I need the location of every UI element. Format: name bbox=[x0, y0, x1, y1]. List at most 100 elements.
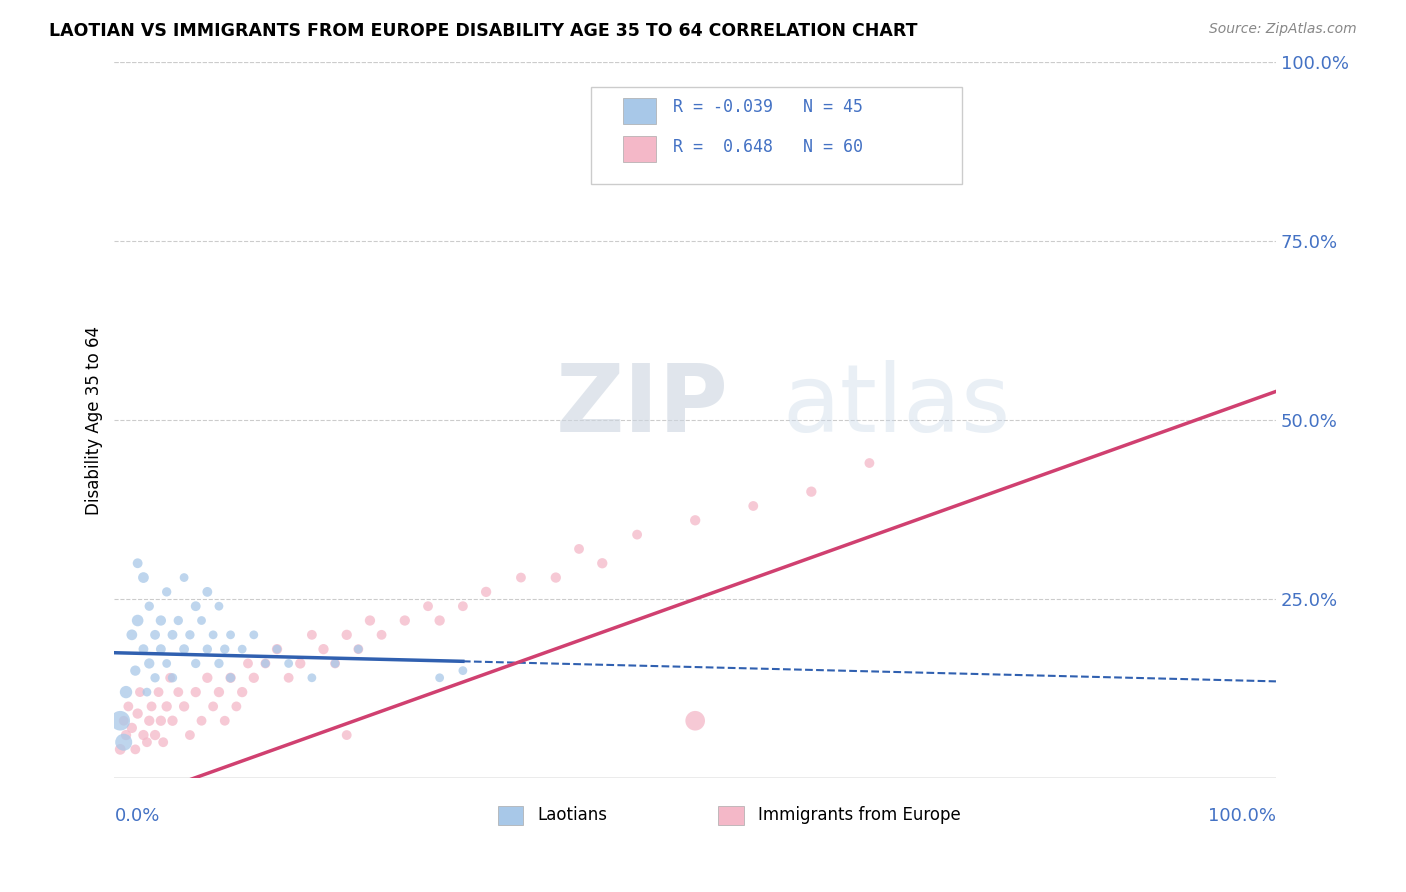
Point bbox=[195, 642, 218, 657]
Text: atlas: atlas bbox=[782, 359, 1011, 451]
Point bbox=[626, 527, 648, 541]
Point bbox=[156, 657, 179, 671]
Point bbox=[236, 657, 259, 671]
Point bbox=[208, 685, 231, 699]
Point bbox=[127, 556, 149, 570]
Point bbox=[254, 657, 277, 671]
Point bbox=[510, 570, 533, 584]
Point bbox=[277, 657, 299, 671]
Point bbox=[214, 714, 236, 728]
Point bbox=[136, 685, 159, 699]
Point bbox=[683, 513, 706, 527]
Point bbox=[370, 628, 392, 642]
Point bbox=[127, 614, 149, 628]
Point bbox=[290, 657, 312, 671]
Point bbox=[336, 728, 359, 742]
Point bbox=[475, 585, 498, 599]
Point bbox=[167, 614, 190, 628]
Point bbox=[195, 671, 218, 685]
FancyBboxPatch shape bbox=[623, 97, 655, 124]
Point bbox=[394, 614, 416, 628]
Point bbox=[167, 685, 190, 699]
Point bbox=[225, 699, 247, 714]
Point bbox=[138, 599, 160, 614]
Point bbox=[323, 657, 346, 671]
Point bbox=[112, 735, 135, 749]
Point bbox=[117, 699, 139, 714]
Point bbox=[219, 628, 242, 642]
Point bbox=[301, 671, 323, 685]
Point bbox=[195, 585, 218, 599]
Point bbox=[124, 664, 146, 678]
Point bbox=[179, 728, 201, 742]
Point bbox=[132, 728, 155, 742]
Point bbox=[112, 714, 135, 728]
Point bbox=[742, 499, 765, 513]
FancyBboxPatch shape bbox=[623, 136, 655, 162]
FancyBboxPatch shape bbox=[718, 805, 744, 824]
Point bbox=[231, 685, 253, 699]
Point bbox=[347, 642, 370, 657]
Point bbox=[138, 657, 160, 671]
Point bbox=[416, 599, 439, 614]
Point bbox=[179, 628, 201, 642]
Point bbox=[162, 628, 184, 642]
Point bbox=[254, 657, 277, 671]
Point bbox=[115, 685, 138, 699]
Point bbox=[208, 657, 231, 671]
Text: R =  0.648   N = 60: R = 0.648 N = 60 bbox=[673, 137, 863, 155]
Point bbox=[429, 671, 451, 685]
Point bbox=[138, 714, 160, 728]
Point bbox=[149, 614, 172, 628]
Point bbox=[132, 642, 155, 657]
Point bbox=[312, 642, 335, 657]
Point bbox=[156, 699, 179, 714]
Point bbox=[359, 614, 381, 628]
Point bbox=[301, 628, 323, 642]
Point bbox=[202, 699, 225, 714]
Point bbox=[208, 599, 231, 614]
Point bbox=[429, 614, 451, 628]
Point bbox=[110, 742, 132, 756]
Point bbox=[591, 556, 613, 570]
FancyBboxPatch shape bbox=[591, 87, 962, 184]
Point bbox=[124, 742, 146, 756]
Point bbox=[156, 585, 179, 599]
Point bbox=[184, 685, 207, 699]
Text: 100.0%: 100.0% bbox=[1208, 806, 1277, 824]
Point bbox=[683, 714, 706, 728]
Point bbox=[266, 642, 288, 657]
Point bbox=[190, 714, 212, 728]
Point bbox=[858, 456, 880, 470]
Point bbox=[159, 671, 181, 685]
Point bbox=[121, 628, 143, 642]
Text: ZIP: ZIP bbox=[555, 359, 728, 451]
Text: Source: ZipAtlas.com: Source: ZipAtlas.com bbox=[1209, 22, 1357, 37]
Point bbox=[121, 721, 143, 735]
Point bbox=[243, 628, 266, 642]
Point bbox=[277, 671, 299, 685]
Point bbox=[143, 671, 166, 685]
Point bbox=[336, 628, 359, 642]
Point bbox=[173, 570, 195, 584]
Point bbox=[219, 671, 242, 685]
Text: Laotians: Laotians bbox=[537, 806, 607, 824]
Point bbox=[148, 685, 170, 699]
Point bbox=[544, 570, 567, 584]
Point bbox=[115, 728, 138, 742]
Point bbox=[162, 714, 184, 728]
Point bbox=[800, 484, 823, 499]
Point bbox=[190, 614, 212, 628]
Text: 0.0%: 0.0% bbox=[114, 806, 160, 824]
Point bbox=[451, 599, 474, 614]
Text: Immigrants from Europe: Immigrants from Europe bbox=[758, 806, 960, 824]
Point bbox=[149, 714, 172, 728]
Text: LAOTIAN VS IMMIGRANTS FROM EUROPE DISABILITY AGE 35 TO 64 CORRELATION CHART: LAOTIAN VS IMMIGRANTS FROM EUROPE DISABI… bbox=[49, 22, 918, 40]
FancyBboxPatch shape bbox=[498, 805, 523, 824]
Point bbox=[173, 642, 195, 657]
Point bbox=[141, 699, 163, 714]
Point bbox=[184, 657, 207, 671]
Point bbox=[266, 642, 288, 657]
Point bbox=[143, 628, 166, 642]
Point bbox=[110, 714, 132, 728]
